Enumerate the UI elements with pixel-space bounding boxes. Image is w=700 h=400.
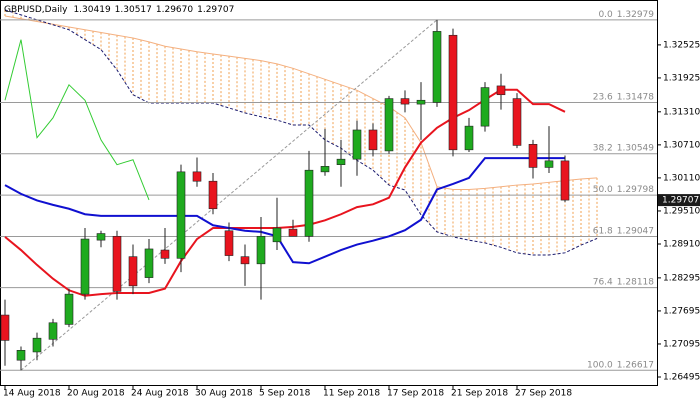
candle-body: [128, 256, 138, 287]
x-tick-label: 24 Aug 2018: [131, 389, 189, 399]
y-tick-label: 1.30110: [663, 173, 700, 183]
candle-body: [432, 31, 442, 103]
fib-value: 1.28118: [617, 277, 654, 287]
candle-layer: [0, 19, 570, 371]
candle-body: [544, 160, 554, 168]
fib-trend-line: [20, 19, 438, 371]
y-tick-label: 1.28295: [663, 273, 700, 283]
candle-body: [320, 166, 330, 173]
x-tick-label: 5 Sep 2018: [259, 389, 311, 399]
candle-body: [272, 227, 282, 243]
x-tick-label: 27 Sep 2018: [515, 389, 572, 399]
candle-body: [304, 169, 314, 237]
fib-ratio: 23.6: [593, 92, 613, 102]
fibonacci-layer: 0.0 1.32979 23.6 1.31478 38.2 1.30549 50.0 1.29…: [0, 9, 657, 371]
candle-body: [464, 125, 474, 151]
fib-value: 1.30549: [617, 143, 654, 153]
x-tick-label: 17 Sep 2018: [387, 389, 444, 399]
fib-ratio: 50.0: [593, 185, 613, 195]
candle-body: [32, 337, 42, 353]
candle-body: [64, 293, 74, 325]
candle-body: [96, 233, 106, 241]
candle-body: [384, 98, 394, 152]
candle-body: [416, 99, 426, 105]
candle-body: [240, 256, 250, 265]
fib-value: 1.32979: [617, 9, 654, 19]
y-tick-label: 1.28910: [663, 239, 700, 249]
fib-ratio: 38.2: [593, 143, 613, 153]
candle-body: [160, 249, 170, 259]
y-tick-label: 1.30710: [663, 140, 700, 150]
indicator-line: [4, 88, 566, 297]
ohlc-high: 1.30517: [115, 5, 152, 15]
y-tick-label: 1.26495: [663, 373, 700, 383]
cloud-layer: [4, 9, 598, 256]
candle-body: [400, 98, 410, 105]
candle-body: [224, 230, 234, 256]
candle-body: [112, 235, 122, 292]
last-price-box: [658, 194, 700, 207]
candle-body: [496, 85, 506, 96]
fib-label: 100.0 1.26617: [587, 360, 654, 370]
ohlc-open: 1.30419: [73, 5, 110, 15]
x-tick-label: 11 Sep 2018: [323, 389, 380, 399]
candle-body: [0, 314, 10, 341]
fib-label: 76.4 1.28118: [593, 277, 655, 287]
axis-background: [0, 386, 658, 400]
y-tick-label: 1.27695: [663, 306, 700, 316]
ohlc-low: 1.29670: [156, 5, 193, 15]
plot-frame: [0, 0, 658, 386]
fib-label: 0.0 1.32979: [598, 9, 654, 19]
symbol: GBPUSD,Daily: [4, 5, 68, 15]
y-tick-label: 1.27095: [663, 339, 700, 349]
candle-body: [48, 322, 58, 340]
y-tick-label: 1.29510: [663, 206, 700, 216]
candle-body: [256, 235, 266, 265]
fib-ratio: 76.4: [593, 277, 613, 287]
candle-body: [16, 350, 26, 361]
candle-body: [368, 129, 378, 151]
x-tick-label: 21 Sep 2018: [451, 389, 508, 399]
y-tick-label: 1.32525: [663, 40, 700, 50]
x-tick-label: 20 Aug 2018: [67, 389, 125, 399]
candle-body: [144, 248, 154, 278]
fib-label: 23.6 1.31478: [593, 92, 655, 102]
fib-label: 38.2 1.30549: [593, 143, 655, 153]
candle-body: [512, 98, 522, 146]
candle-body: [336, 158, 346, 165]
y-tick-label: 1.31310: [663, 107, 700, 117]
x-tick-label: 30 Aug 2018: [195, 389, 253, 399]
candle-body: [208, 180, 218, 210]
candle-body: [560, 160, 570, 201]
y-tick-label: 1.31925: [663, 73, 700, 83]
candle-body: [480, 87, 490, 127]
indicator-line: [4, 39, 150, 201]
candle-body: [288, 228, 298, 237]
chart-header: GBPUSD,Daily 1.30419 1.30517 1.29670 1.29707: [4, 5, 234, 15]
fib-label: 50.0 1.29798: [593, 185, 655, 195]
indicator-line: [4, 157, 565, 265]
fib-value: 1.29798: [617, 185, 654, 195]
x-tick-label: 14 Aug 2018: [3, 389, 61, 399]
candle-body: [528, 144, 538, 168]
fib-ratio: 61.8: [593, 226, 613, 236]
candle-body: [176, 171, 186, 259]
candle-body: [80, 238, 90, 295]
fib-value: 1.26617: [617, 360, 654, 370]
fib-value: 1.31478: [617, 92, 654, 102]
candle-body: [352, 129, 362, 160]
ohlc-close: 1.29707: [197, 5, 234, 15]
candle-body: [192, 171, 202, 182]
fib-value: 1.29047: [617, 226, 654, 236]
candle-body: [448, 34, 458, 151]
fib-ratio: 100.0: [587, 360, 613, 370]
fib-ratio: 0.0: [598, 9, 613, 19]
indicator-layer: [4, 39, 566, 297]
senkou-span-a: [4, 15, 598, 190]
fib-label: 61.8 1.29047: [593, 226, 654, 236]
last-price-label: 1.29707: [662, 196, 699, 206]
